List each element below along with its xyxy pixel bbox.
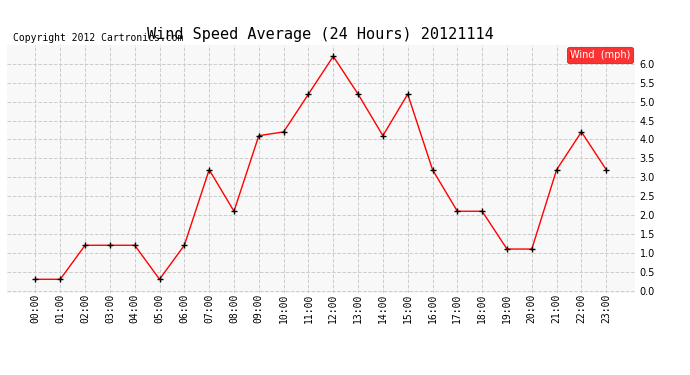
Legend: Wind  (mph): Wind (mph): [566, 47, 633, 63]
Text: Copyright 2012 Cartronics.com: Copyright 2012 Cartronics.com: [13, 33, 184, 42]
Title: Wind Speed Average (24 Hours) 20121114: Wind Speed Average (24 Hours) 20121114: [148, 27, 494, 42]
